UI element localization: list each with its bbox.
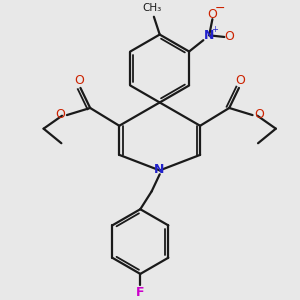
- Text: −: −: [214, 2, 225, 15]
- Text: O: O: [55, 108, 65, 121]
- Text: O: O: [236, 74, 245, 87]
- Text: N: N: [154, 163, 164, 176]
- Text: F: F: [135, 286, 144, 299]
- Text: O: O: [74, 74, 84, 87]
- Text: O: O: [255, 108, 265, 121]
- Text: CH₃: CH₃: [142, 3, 162, 13]
- Text: O: O: [208, 8, 217, 21]
- Text: +: +: [211, 25, 218, 34]
- Text: O: O: [224, 31, 234, 44]
- Text: N: N: [204, 29, 214, 42]
